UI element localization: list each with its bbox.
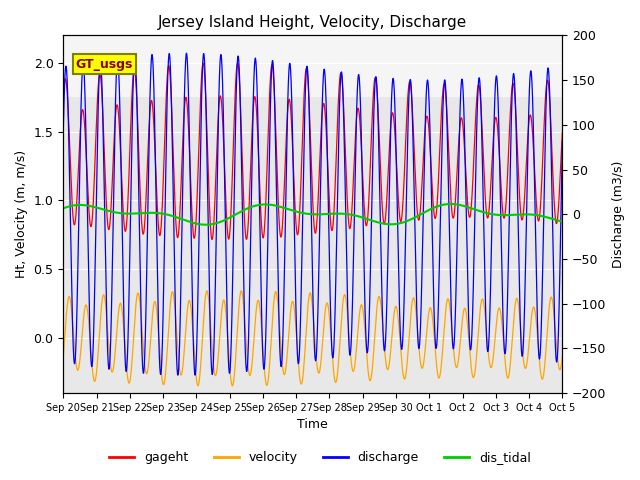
Bar: [63, 28, 563, 97]
Y-axis label: Discharge (m3/s): Discharge (m3/s): [612, 160, 625, 268]
Text: GT_usgs: GT_usgs: [76, 58, 133, 71]
Y-axis label: Ht, Velocity (m, m/s): Ht, Velocity (m, m/s): [15, 150, 28, 278]
Title: Jersey Island Height, Velocity, Discharge: Jersey Island Height, Velocity, Discharg…: [158, 15, 467, 30]
Legend: gageht, velocity, discharge, dis_tidal: gageht, velocity, discharge, dis_tidal: [104, 446, 536, 469]
X-axis label: Time: Time: [298, 419, 328, 432]
